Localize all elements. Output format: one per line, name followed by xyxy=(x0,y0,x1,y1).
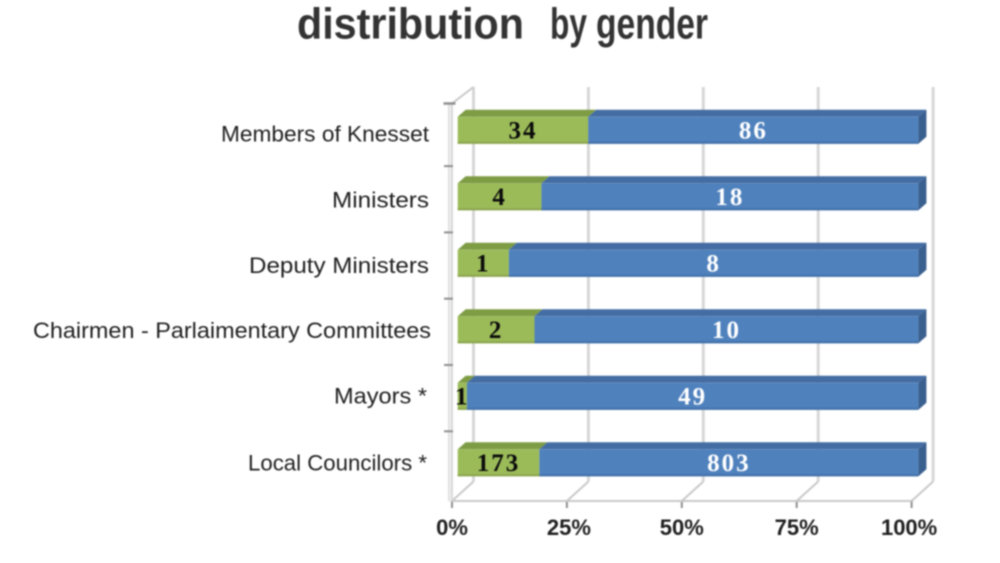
svg-text:Chairmen - Parlaimentary Commi: Chairmen - Parlaimentary Committees xyxy=(33,318,431,343)
svg-text:1: 1 xyxy=(455,384,470,411)
svg-text:34: 34 xyxy=(508,118,537,145)
svg-text:50%: 50% xyxy=(660,515,704,540)
svg-text:4: 4 xyxy=(492,184,507,211)
svg-text:2: 2 xyxy=(489,317,504,344)
svg-text:803: 803 xyxy=(707,450,751,477)
svg-text:Local Councilors *: Local Councilors * xyxy=(248,451,427,476)
svg-text:18: 18 xyxy=(715,184,744,211)
svg-text:100%: 100% xyxy=(881,515,937,540)
svg-text:by: by xyxy=(550,0,587,49)
svg-text:86: 86 xyxy=(739,118,768,145)
svg-text:10: 10 xyxy=(712,317,741,344)
svg-text:25%: 25% xyxy=(547,515,591,540)
svg-text:49: 49 xyxy=(678,384,707,411)
svg-text:75%: 75% xyxy=(775,515,819,540)
svg-text:Mayors *: Mayors * xyxy=(334,384,427,409)
svg-text:0%: 0% xyxy=(436,515,468,540)
svg-text:gender: gender xyxy=(596,0,708,49)
svg-text:Deputy Ministers: Deputy Ministers xyxy=(249,253,429,278)
svg-text:173: 173 xyxy=(477,450,521,477)
svg-text:1: 1 xyxy=(476,251,491,278)
svg-text:Ministers: Ministers xyxy=(332,188,429,213)
svg-text:8: 8 xyxy=(706,251,721,278)
svg-text:Members of Knesset: Members of Knesset xyxy=(221,122,429,147)
svg-text:distribution: distribution xyxy=(297,0,524,49)
